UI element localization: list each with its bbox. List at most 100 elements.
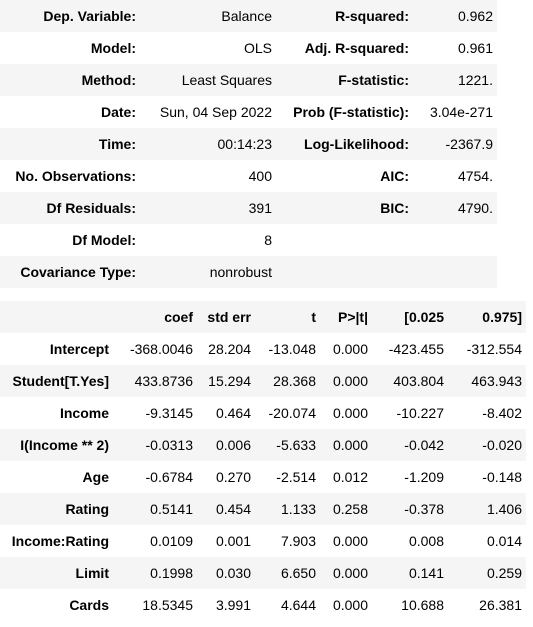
ci-lower-cell: -0.042 bbox=[372, 429, 448, 461]
ci-lower-cell: -10.227 bbox=[372, 397, 448, 429]
summary-label: Dep. Variable: bbox=[0, 0, 140, 32]
t-cell: 28.368 bbox=[255, 365, 320, 397]
ci-upper-cell: 0.014 bbox=[448, 525, 526, 557]
t-cell: 1.133 bbox=[255, 493, 320, 525]
summary-value: 00:14:23 bbox=[140, 128, 276, 160]
term-label: Income bbox=[0, 397, 113, 429]
summary-value: OLS bbox=[140, 32, 276, 64]
term-label: Limit bbox=[0, 557, 113, 589]
std-err-cell: 0.464 bbox=[197, 397, 255, 429]
ci-lower-cell: 0.008 bbox=[372, 525, 448, 557]
ci-lower-cell: -423.455 bbox=[372, 333, 448, 365]
ci-upper-cell: 0.259 bbox=[448, 557, 526, 589]
ci-lower-cell: 10.688 bbox=[372, 589, 448, 621]
p-value-cell: 0.000 bbox=[320, 557, 372, 589]
term-label: Cards bbox=[0, 589, 113, 621]
summary-row: Df Residuals: 391 BIC: 4790. bbox=[0, 192, 497, 224]
table-row: Limit 0.1998 0.030 6.650 0.000 0.141 0.2… bbox=[0, 557, 526, 589]
t-cell: 7.903 bbox=[255, 525, 320, 557]
ci-upper-cell: -0.020 bbox=[448, 429, 526, 461]
ci-lower-cell: -0.378 bbox=[372, 493, 448, 525]
column-header: [0.025 bbox=[372, 301, 448, 333]
t-cell: -5.633 bbox=[255, 429, 320, 461]
t-cell: -13.048 bbox=[255, 333, 320, 365]
ci-upper-cell: 463.943 bbox=[448, 365, 526, 397]
column-header: P>|t| bbox=[320, 301, 372, 333]
term-label: Age bbox=[0, 461, 113, 493]
summary-value: 391 bbox=[140, 192, 276, 224]
column-header: std err bbox=[197, 301, 255, 333]
summary-value bbox=[413, 256, 497, 288]
ci-lower-cell: 403.804 bbox=[372, 365, 448, 397]
std-err-cell: 28.204 bbox=[197, 333, 255, 365]
summary-label: R-squared: bbox=[276, 0, 413, 32]
summary-label bbox=[276, 256, 413, 288]
summary-value: 0.961 bbox=[413, 32, 497, 64]
table-row: Cards 18.5345 3.991 4.644 0.000 10.688 2… bbox=[0, 589, 526, 621]
column-header: coef bbox=[113, 301, 197, 333]
term-label: Income:Rating bbox=[0, 525, 113, 557]
t-cell: 4.644 bbox=[255, 589, 320, 621]
summary-value: 0.962 bbox=[413, 0, 497, 32]
p-value-cell: 0.000 bbox=[320, 397, 372, 429]
std-err-cell: 0.006 bbox=[197, 429, 255, 461]
coef-cell: 0.5141 bbox=[113, 493, 197, 525]
summary-value: Sun, 04 Sep 2022 bbox=[140, 96, 276, 128]
summary-label: Date: bbox=[0, 96, 140, 128]
ci-lower-cell: -1.209 bbox=[372, 461, 448, 493]
summary-label: No. Observations: bbox=[0, 160, 140, 192]
coef-cell: -9.3145 bbox=[113, 397, 197, 429]
summary-label: Covariance Type: bbox=[0, 256, 140, 288]
coefficient-header-row: coef std err t P>|t| [0.025 0.975] bbox=[0, 301, 526, 333]
ci-upper-cell: -8.402 bbox=[448, 397, 526, 429]
column-header: t bbox=[255, 301, 320, 333]
regression-summary-table: Dep. Variable: Balance R-squared: 0.962 … bbox=[0, 0, 497, 288]
std-err-cell: 0.270 bbox=[197, 461, 255, 493]
summary-value: 3.04e-271 bbox=[413, 96, 497, 128]
column-header: 0.975] bbox=[448, 301, 526, 333]
summary-value: 400 bbox=[140, 160, 276, 192]
table-row: Student[T.Yes] 433.8736 15.294 28.368 0.… bbox=[0, 365, 526, 397]
summary-value: 4790. bbox=[413, 192, 497, 224]
coef-cell: 0.0109 bbox=[113, 525, 197, 557]
summary-row: Date: Sun, 04 Sep 2022 Prob (F-statistic… bbox=[0, 96, 497, 128]
ci-upper-cell: 1.406 bbox=[448, 493, 526, 525]
term-label: Rating bbox=[0, 493, 113, 525]
summary-label: Df Model: bbox=[0, 224, 140, 256]
summary-row: Covariance Type: nonrobust bbox=[0, 256, 497, 288]
std-err-cell: 15.294 bbox=[197, 365, 255, 397]
summary-label: Df Residuals: bbox=[0, 192, 140, 224]
summary-label: Adj. R-squared: bbox=[276, 32, 413, 64]
coefficient-table: coef std err t P>|t| [0.025 0.975] Inter… bbox=[0, 301, 526, 621]
p-value-cell: 0.000 bbox=[320, 333, 372, 365]
summary-row: Df Model: 8 bbox=[0, 224, 497, 256]
std-err-cell: 3.991 bbox=[197, 589, 255, 621]
std-err-cell: 0.001 bbox=[197, 525, 255, 557]
term-label: Intercept bbox=[0, 333, 113, 365]
summary-label: AIC: bbox=[276, 160, 413, 192]
table-row: Rating 0.5141 0.454 1.133 0.258 -0.378 1… bbox=[0, 493, 526, 525]
summary-row: Method: Least Squares F-statistic: 1221. bbox=[0, 64, 497, 96]
summary-row: No. Observations: 400 AIC: 4754. bbox=[0, 160, 497, 192]
summary-label: Time: bbox=[0, 128, 140, 160]
table-row: Income -9.3145 0.464 -20.074 0.000 -10.2… bbox=[0, 397, 526, 429]
coef-cell: 433.8736 bbox=[113, 365, 197, 397]
term-label: I(Income ** 2) bbox=[0, 429, 113, 461]
summary-label: F-statistic: bbox=[276, 64, 413, 96]
t-cell: -20.074 bbox=[255, 397, 320, 429]
p-value-cell: 0.000 bbox=[320, 525, 372, 557]
p-value-cell: 0.012 bbox=[320, 461, 372, 493]
column-header bbox=[0, 301, 113, 333]
summary-value: -2367.9 bbox=[413, 128, 497, 160]
coef-cell: -0.0313 bbox=[113, 429, 197, 461]
summary-label bbox=[276, 224, 413, 256]
ci-lower-cell: 0.141 bbox=[372, 557, 448, 589]
summary-row: Dep. Variable: Balance R-squared: 0.962 bbox=[0, 0, 497, 32]
summary-value: Least Squares bbox=[140, 64, 276, 96]
table-row: I(Income ** 2) -0.0313 0.006 -5.633 0.00… bbox=[0, 429, 526, 461]
ci-upper-cell: -0.148 bbox=[448, 461, 526, 493]
summary-row: Time: 00:14:23 Log-Likelihood: -2367.9 bbox=[0, 128, 497, 160]
p-value-cell: 0.258 bbox=[320, 493, 372, 525]
summary-label: BIC: bbox=[276, 192, 413, 224]
summary-label: Log-Likelihood: bbox=[276, 128, 413, 160]
